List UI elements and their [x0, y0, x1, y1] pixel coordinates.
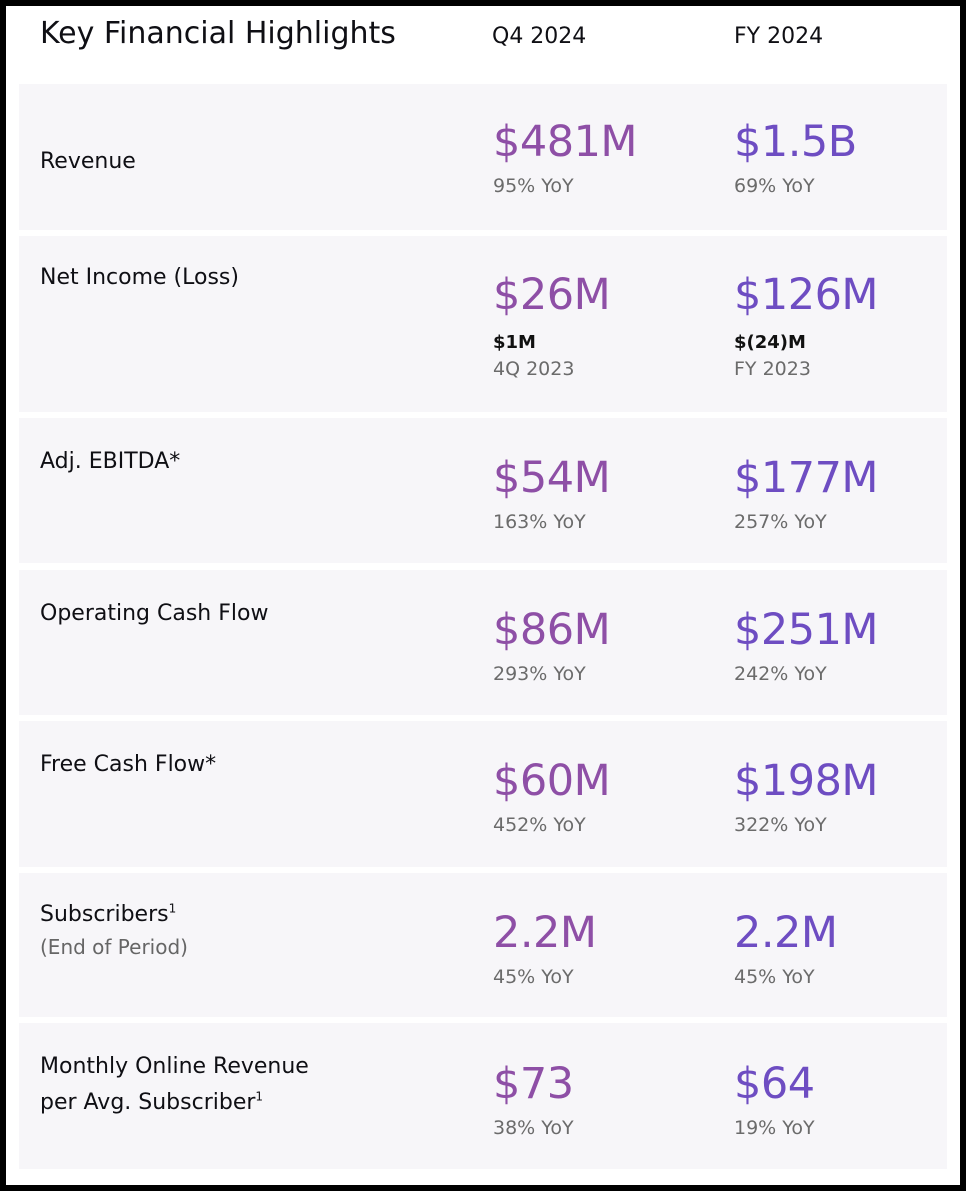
fy-yoy: 19% YoY [734, 1117, 815, 1139]
fy-value: $251M [734, 605, 879, 655]
fy-cell: $64 19% YoY [734, 1059, 815, 1141]
fy-cell: $251M 242% YoY [734, 605, 879, 687]
row-adj-ebitda: Adj. EBITDA* $54M 163% YoY $177M 257% Yo… [19, 418, 947, 563]
row-label: Operating Cash Flow [40, 601, 269, 626]
footnote-marker: 1 [255, 1089, 264, 1104]
page-title: Key Financial Highlights [40, 16, 396, 51]
q4-value: 2.2M [493, 908, 597, 958]
q4-prior-period: 4Q 2023 [493, 358, 575, 380]
fy-yoy: 45% YoY [734, 966, 815, 988]
row-free-cash-flow: Free Cash Flow* $60M 452% YoY $198M 322%… [19, 721, 947, 867]
fy-value: $177M [734, 453, 879, 503]
q4-prior-value: $1M [493, 332, 536, 353]
row-net-income: Net Income (Loss) $26M $1M 4Q 2023 $126M… [19, 236, 947, 412]
label-line-1: Monthly Online Revenue [40, 1054, 309, 1079]
column-header-fy: FY 2024 [734, 24, 824, 49]
fy-value: $198M [734, 756, 879, 806]
fy-yoy: 69% YoY [734, 175, 815, 197]
fy-cell: $1.5B 69% YoY [734, 117, 857, 199]
table-header: Key Financial Highlights Q4 2024 FY 2024 [6, 6, 960, 82]
q4-value: $481M [493, 117, 638, 167]
fy-cell: $198M 322% YoY [734, 756, 879, 838]
q4-value: $26M [493, 270, 611, 320]
q4-value: $54M [493, 453, 611, 503]
q4-cell: $26M $1M 4Q 2023 [493, 270, 611, 382]
fy-prior-value: $(24)M [734, 332, 806, 353]
q4-yoy: 452% YoY [493, 814, 586, 836]
q4-yoy: 38% YoY [493, 1117, 574, 1139]
q4-cell: $86M 293% YoY [493, 605, 611, 687]
row-label: Subscribers1 (End of Period) [40, 897, 188, 961]
q4-cell: $73 38% YoY [493, 1059, 574, 1141]
row-subscribers: Subscribers1 (End of Period) 2.2M 45% Yo… [19, 873, 947, 1017]
q4-cell: $481M 95% YoY [493, 117, 638, 199]
fy-value: $64 [734, 1059, 815, 1109]
fy-cell: $126M $(24)M FY 2023 [734, 270, 879, 382]
q4-yoy: 163% YoY [493, 511, 586, 533]
fy-prior-period: FY 2023 [734, 358, 811, 380]
row-label: Free Cash Flow* [40, 752, 217, 777]
row-label: Net Income (Loss) [40, 265, 239, 290]
row-revenue: Revenue $481M 95% YoY $1.5B 69% YoY [19, 84, 947, 230]
q4-yoy: 45% YoY [493, 966, 574, 988]
subscribers-sublabel: (End of Period) [40, 935, 188, 959]
subscribers-label: Subscribers [40, 902, 169, 927]
q4-cell: 2.2M 45% YoY [493, 908, 597, 990]
fy-yoy: 257% YoY [734, 511, 827, 533]
q4-yoy: 95% YoY [493, 175, 574, 197]
fy-cell: 2.2M 45% YoY [734, 908, 838, 990]
fy-yoy: 242% YoY [734, 663, 827, 685]
fy-value: $1.5B [734, 117, 857, 167]
row-label: Revenue [40, 149, 136, 174]
financial-highlights-card: Key Financial Highlights Q4 2024 FY 2024… [6, 6, 960, 1185]
q4-value: $86M [493, 605, 611, 655]
row-label: Adj. EBITDA* [40, 449, 181, 474]
q4-value: $73 [493, 1059, 574, 1109]
column-header-q4: Q4 2024 [492, 24, 587, 49]
row-label: Monthly Online Revenue per Avg. Subscrib… [40, 1049, 309, 1121]
q4-value: $60M [493, 756, 611, 806]
q4-cell: $54M 163% YoY [493, 453, 611, 535]
label-line-2: per Avg. Subscriber [40, 1090, 256, 1115]
row-monthly-online-revenue: Monthly Online Revenue per Avg. Subscrib… [19, 1023, 947, 1169]
footnote-marker: 1 [168, 901, 177, 916]
q4-yoy: 293% YoY [493, 663, 586, 685]
q4-cell: $60M 452% YoY [493, 756, 611, 838]
fy-value: $126M [734, 270, 879, 320]
fy-cell: $177M 257% YoY [734, 453, 879, 535]
fy-value: 2.2M [734, 908, 838, 958]
fy-yoy: 322% YoY [734, 814, 827, 836]
row-operating-cash-flow: Operating Cash Flow $86M 293% YoY $251M … [19, 570, 947, 715]
